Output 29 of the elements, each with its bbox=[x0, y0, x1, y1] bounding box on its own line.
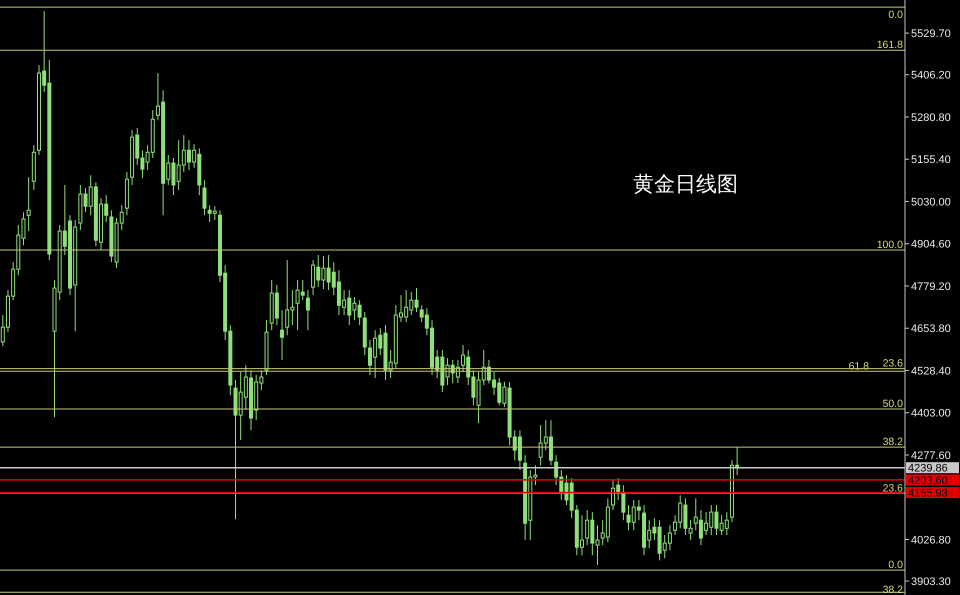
y-tick-label: 4026.80 bbox=[911, 534, 951, 546]
annotation: 23.6 bbox=[882, 358, 904, 370]
y-tick-label: 4779.20 bbox=[911, 280, 951, 293]
y-tick-label: 4277.60 bbox=[911, 450, 951, 462]
annotation: 100.0 bbox=[876, 238, 904, 251]
y-tick-label: 5406.20 bbox=[911, 70, 951, 82]
annotation: 23.6 bbox=[882, 482, 904, 494]
candlestick bbox=[280, 309, 284, 361]
y-tick-label: 5280.80 bbox=[911, 112, 951, 124]
annotation: 38.2 bbox=[882, 436, 904, 448]
annotation: 0.0 bbox=[888, 9, 904, 22]
y-tick-label: 5155.40 bbox=[911, 154, 951, 166]
y-tick-label: 3903.30 bbox=[911, 576, 951, 588]
y-tick-label: 5030.00 bbox=[911, 196, 951, 208]
y-tick-label: 5529.70 bbox=[911, 28, 951, 40]
y-tick-label: 4653.80 bbox=[911, 323, 951, 336]
annotation: 50.0 bbox=[882, 398, 904, 410]
candlestick bbox=[306, 290, 310, 331]
annotation: 0.0 bbox=[888, 559, 904, 572]
y-tick-label: 4528.40 bbox=[911, 365, 951, 378]
ref-line-label: 4203.60 bbox=[908, 474, 948, 487]
y-tick-label: 4403.00 bbox=[911, 408, 951, 420]
candlestick bbox=[202, 180, 206, 216]
y-tick-label: 4904.60 bbox=[911, 238, 951, 251]
ref-line-label: 4165.93 bbox=[908, 488, 948, 500]
ref-line-label: 4239.86 bbox=[908, 462, 948, 475]
text: 黄金日线图 bbox=[633, 171, 738, 198]
annotation: 161.8 bbox=[876, 39, 904, 52]
candlestick bbox=[26, 176, 31, 232]
